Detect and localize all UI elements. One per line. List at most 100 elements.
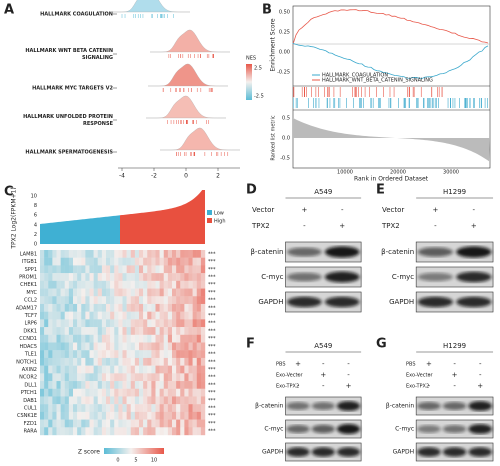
heatmap-cell <box>110 342 115 351</box>
heatmap-cell <box>192 427 197 436</box>
gene-label: DLL1 <box>24 382 37 388</box>
band-label: GAPDH <box>262 449 284 456</box>
heatmap-cell <box>114 404 119 413</box>
heatmap-cell <box>81 388 86 397</box>
heatmap-cell <box>52 273 57 282</box>
heatmap-cell <box>60 427 65 436</box>
heatmap-cell <box>89 250 94 258</box>
heatmap-cell <box>196 265 202 274</box>
heatmap-cell <box>97 365 103 374</box>
heatmap-cell <box>77 288 82 297</box>
heatmap-cell <box>106 419 111 428</box>
heatmap-cell <box>89 280 94 289</box>
heatmap-cell <box>68 342 74 351</box>
heatmap-cell <box>48 404 53 413</box>
heatmap-cell <box>167 296 173 305</box>
heatmap-cell <box>44 257 49 266</box>
heatmap-cell <box>44 280 49 289</box>
heatmap-cell <box>151 265 156 274</box>
heatmap-cell <box>196 273 202 282</box>
heatmap-cell <box>126 396 131 405</box>
heatmap-cell <box>134 342 140 351</box>
pathway-label: HALLMARK MYC TARGETS V2 <box>32 86 113 92</box>
gene-label: RARA <box>24 429 38 435</box>
heatmap-cell <box>196 365 202 374</box>
heatmap-cell <box>172 365 177 374</box>
heatmap-cell <box>196 381 202 389</box>
heatmap-cell <box>101 334 107 343</box>
heatmap-cell <box>44 373 49 382</box>
heatmap-cell <box>52 342 57 351</box>
heatmap-cell <box>64 303 70 312</box>
heatmap-cell <box>134 319 140 328</box>
heatmap-cell <box>130 327 136 335</box>
heatmap-cell <box>196 250 202 258</box>
gene-label: AXIN2 <box>22 367 37 373</box>
heatmap-cell <box>93 273 98 282</box>
heatmap-cell <box>172 311 177 320</box>
heatmap-cell <box>64 319 70 328</box>
condition-label: Exo-Vector <box>406 373 434 379</box>
heatmap-cell <box>97 381 103 389</box>
heatmap-cell <box>106 411 111 420</box>
heatmap-cell <box>101 319 107 328</box>
significance-label: *** <box>208 413 216 419</box>
heatmap-cell <box>147 334 152 343</box>
heatmap-cell <box>163 273 169 282</box>
x-tick-label: 2 <box>216 173 220 180</box>
heatmap-cell <box>52 250 57 258</box>
heatmap-cell <box>134 327 140 335</box>
heatmap-cell <box>126 350 131 359</box>
heatmap-cell <box>200 265 206 274</box>
heatmap-cell <box>184 373 189 382</box>
heatmap-cell <box>52 419 57 428</box>
heatmap-cell <box>139 427 144 436</box>
heatmap-cell <box>106 265 111 274</box>
heatmap-cell <box>44 427 49 436</box>
heatmap-cell <box>188 373 193 382</box>
heatmap-cell <box>40 273 45 282</box>
heatmap-cell <box>180 296 185 305</box>
heatmap-cell <box>167 381 173 389</box>
heatmap-cell <box>143 357 148 366</box>
heatmap-cell <box>48 265 53 274</box>
y-tick-label: 0.5 <box>282 116 290 122</box>
z-colorbar <box>104 448 164 454</box>
heatmap-cell <box>110 319 115 328</box>
heatmap-cell <box>56 404 61 413</box>
heatmap-cell <box>184 280 189 289</box>
heatmap-cell <box>48 350 53 359</box>
heatmap-cell <box>110 288 115 297</box>
heatmap-cell <box>151 381 156 389</box>
condition-label: Exo-TPX2 <box>406 384 429 390</box>
heatmap-cell <box>114 381 119 389</box>
heatmap-cell <box>97 288 103 297</box>
heatmap-cell <box>147 357 152 366</box>
band <box>468 401 493 411</box>
heatmap-cell <box>56 280 61 289</box>
heatmap-cell <box>147 288 152 297</box>
heatmap-cell <box>118 319 123 328</box>
heatmap-cell <box>48 280 53 289</box>
gene-label: CCND1 <box>19 336 37 342</box>
heatmap-cell <box>81 342 86 351</box>
heatmap-cell <box>101 327 107 335</box>
heatmap-cell <box>40 288 45 297</box>
band <box>417 247 454 257</box>
heatmap-cell <box>143 303 148 312</box>
heatmap-cell <box>176 373 181 382</box>
heatmap-cell <box>151 319 156 328</box>
heatmap-cell <box>200 396 206 405</box>
heatmap-cell <box>134 311 140 320</box>
heatmap-cell <box>52 396 57 405</box>
heatmap-cell <box>106 388 111 397</box>
heatmap-cell <box>114 296 119 305</box>
heatmap-cell <box>134 357 140 366</box>
heatmap-cell <box>200 419 206 428</box>
heatmap-cell <box>122 388 127 397</box>
heatmap-cell <box>122 350 127 359</box>
heatmap-cell <box>143 373 148 382</box>
heatmap-cell <box>48 334 53 343</box>
heatmap-cell <box>122 273 127 282</box>
heatmap-cell <box>122 373 127 382</box>
